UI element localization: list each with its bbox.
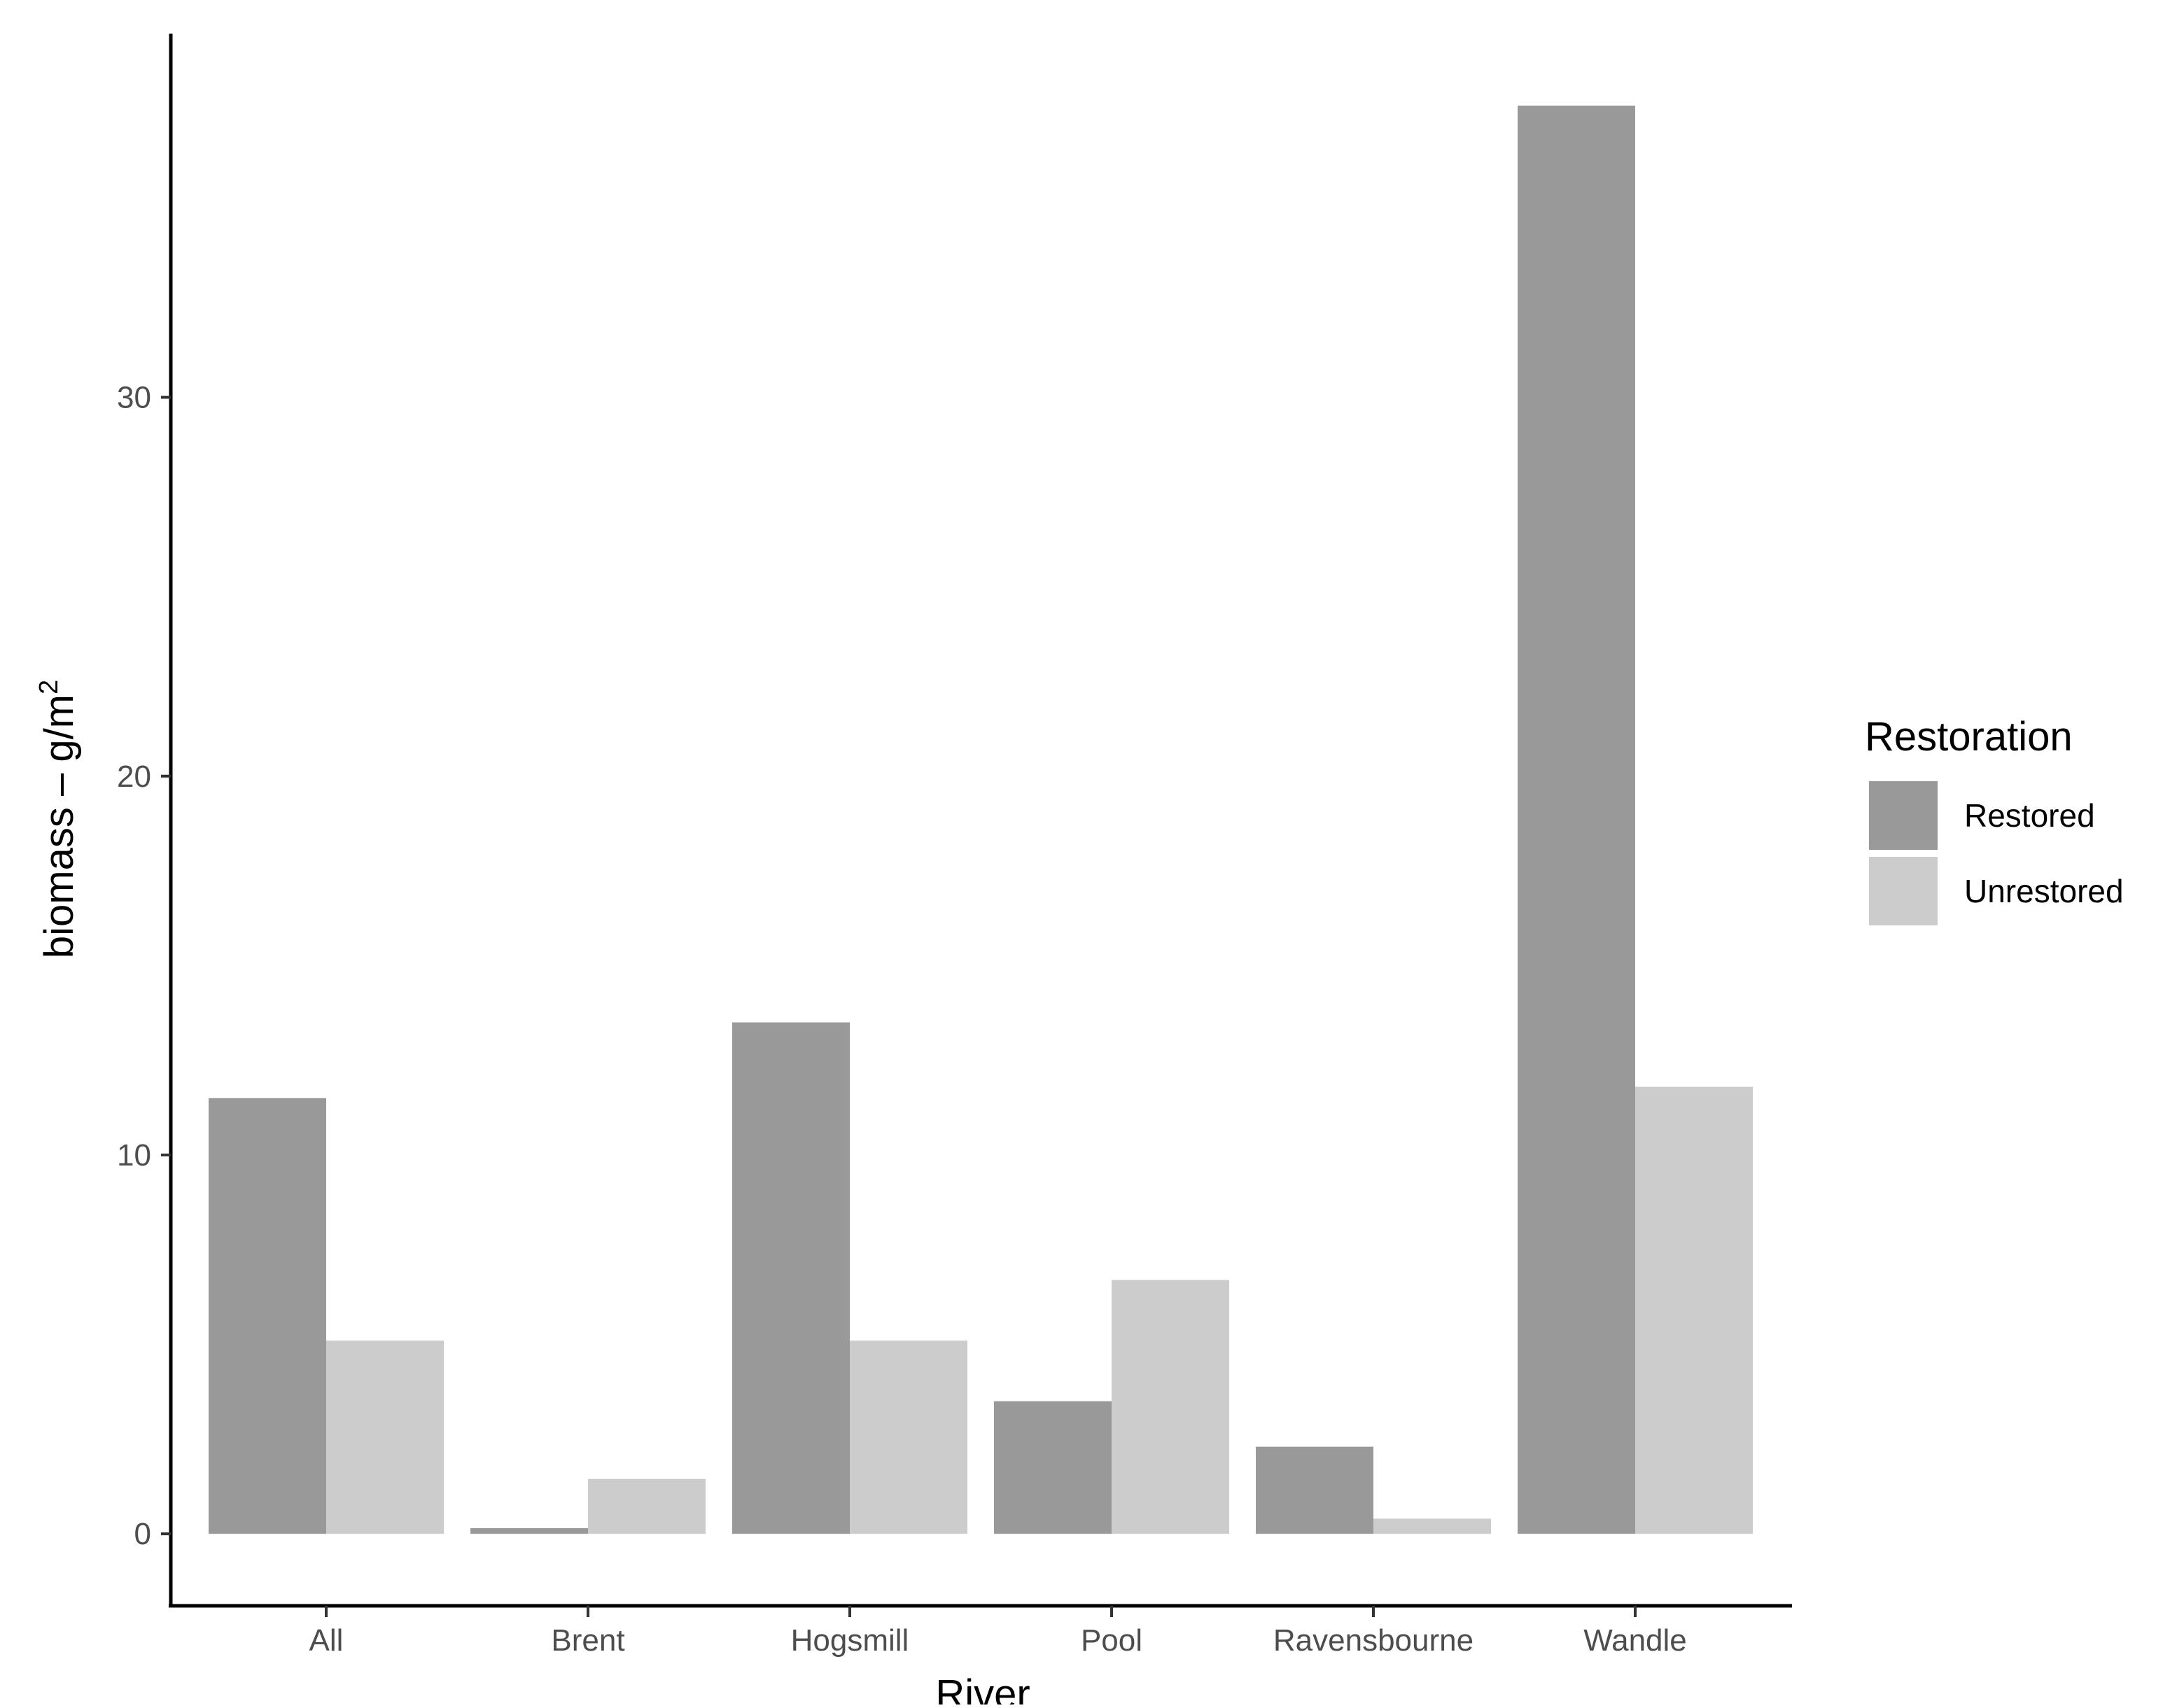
y-tick-label: 0 bbox=[134, 1517, 151, 1551]
x-tick-label: Brent bbox=[551, 1623, 624, 1658]
y-axis-title-superscript: 2 bbox=[34, 680, 64, 694]
bar-restored-wandle bbox=[1518, 105, 1635, 1534]
x-axis-title: River bbox=[935, 1672, 1030, 1704]
bar-restored-ravensbourne bbox=[1256, 1446, 1373, 1534]
y-tick-label: 20 bbox=[117, 760, 151, 794]
bar-unrestored-wandle bbox=[1635, 1086, 1753, 1534]
bar-unrestored-all bbox=[326, 1340, 444, 1534]
bars-layer bbox=[209, 105, 1753, 1534]
y-tick-label: 10 bbox=[117, 1138, 151, 1172]
bar-unrestored-pool bbox=[1112, 1280, 1229, 1534]
y-ticks-layer: 0 10 20 30 bbox=[117, 381, 171, 1551]
legend-key-unrestored bbox=[1869, 857, 1938, 925]
legend-title: Restoration bbox=[1865, 714, 2073, 760]
x-tick-label: Pool bbox=[1081, 1623, 1142, 1658]
y-axis-title: biomass – g/m2 bbox=[34, 680, 82, 958]
legend-label-unrestored: Unrestored bbox=[1964, 873, 2124, 909]
legend: Restoration Restored Unrestored bbox=[1865, 714, 2124, 925]
bar-restored-pool bbox=[994, 1401, 1112, 1534]
bar-unrestored-brent bbox=[588, 1478, 706, 1534]
y-axis-title-text: biomass – g/m bbox=[36, 694, 82, 958]
x-ticks-layer: All Brent Hogsmill Pool Ravensbourne Wandle bbox=[309, 1606, 1687, 1658]
bar-restored-brent bbox=[470, 1528, 588, 1534]
y-tick-label: 30 bbox=[117, 381, 151, 415]
x-tick-label: Hogsmill bbox=[791, 1623, 909, 1658]
x-tick-label: All bbox=[309, 1623, 344, 1658]
x-tick-label: Ravensbourne bbox=[1273, 1623, 1474, 1658]
x-tick-label: Wandle bbox=[1583, 1623, 1687, 1658]
bar-unrestored-hogsmill bbox=[850, 1340, 967, 1534]
bar-restored-hogsmill bbox=[732, 1022, 850, 1534]
bar-unrestored-ravensbourne bbox=[1373, 1518, 1491, 1534]
legend-items: Restored Unrestored bbox=[1869, 781, 2124, 925]
legend-label-restored: Restored bbox=[1964, 797, 2095, 834]
bar-restored-all bbox=[209, 1098, 326, 1534]
legend-key-restored bbox=[1869, 781, 1938, 850]
